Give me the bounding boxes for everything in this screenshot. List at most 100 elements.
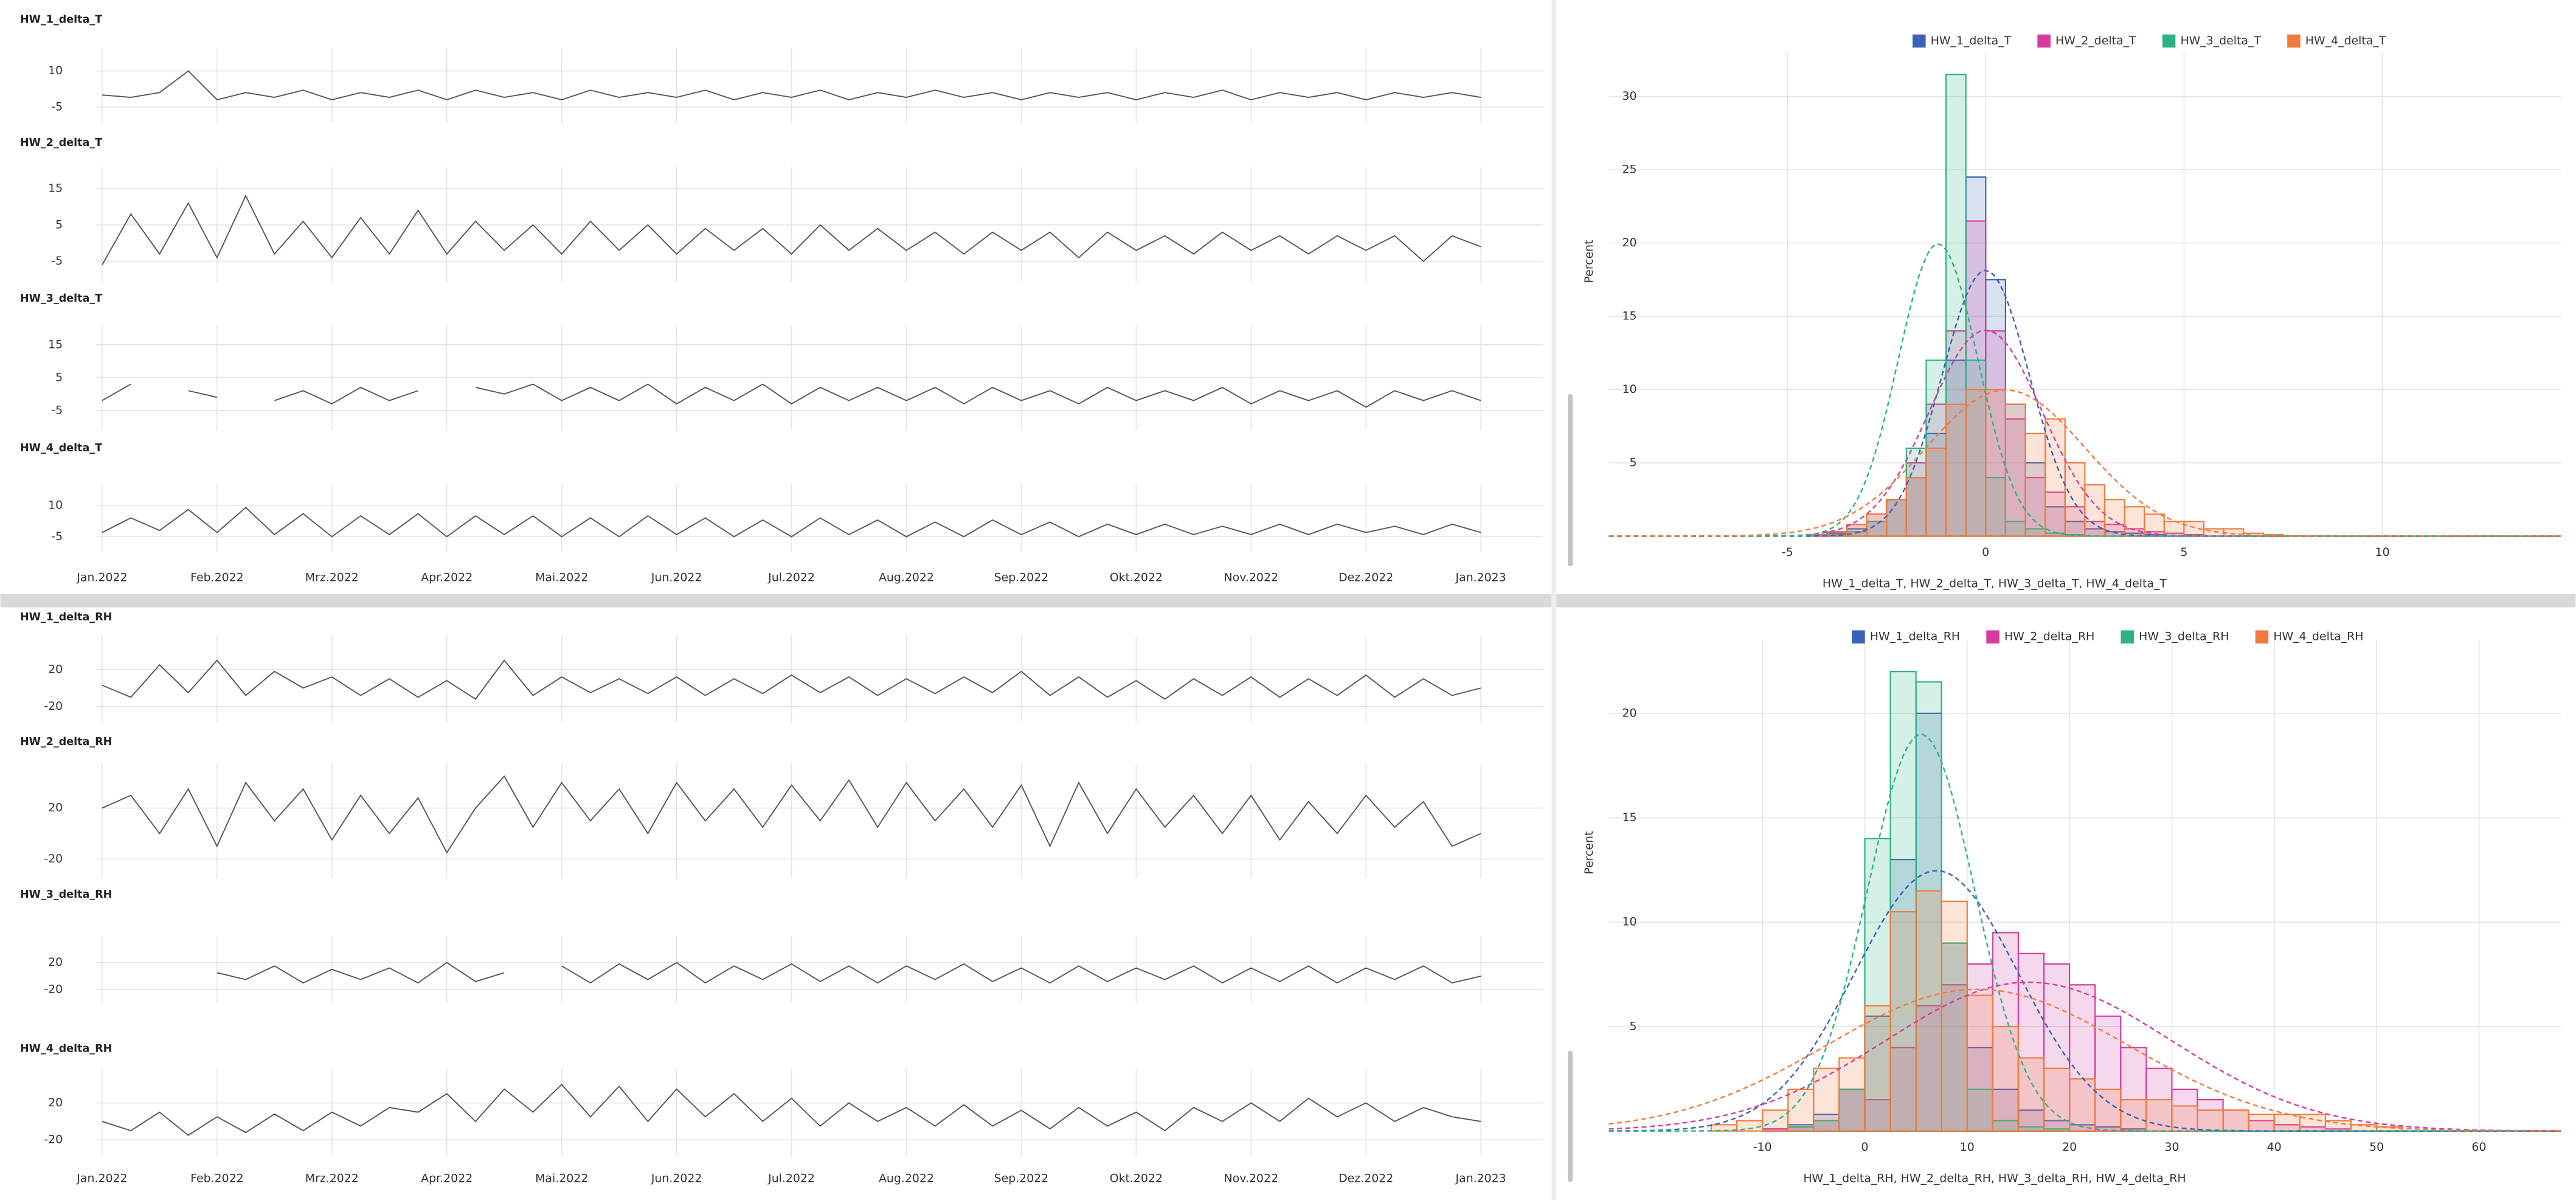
x-tick-label: 10 — [2375, 546, 2390, 559]
histogram-bar — [1864, 1005, 1891, 1132]
x-tick-label: 50 — [2369, 1140, 2384, 1154]
legend-label: HW_4_delta_RH — [2273, 630, 2363, 643]
histogram-bar — [2273, 1114, 2301, 1132]
legend-swatch — [1912, 34, 1926, 48]
scrollbar[interactable] — [1568, 394, 1573, 567]
histogram-bar — [2222, 1109, 2249, 1132]
histogram-bar — [1925, 447, 1947, 537]
histogram-bar — [1941, 900, 1968, 1132]
x-tick-label: 40 — [2267, 1140, 2282, 1154]
x-tick-label: Jul.2022 — [767, 1171, 815, 1185]
x-tick-label: Jun.2022 — [651, 1171, 702, 1185]
fit-curve — [1608, 734, 2561, 1132]
fit-curve — [1608, 988, 2561, 1132]
legend-label: HW_1_delta_T — [1931, 34, 2012, 47]
x-tick-label: Jan.2022 — [76, 1171, 127, 1185]
y-tick-label: 20 — [48, 1096, 63, 1109]
panel-title: HW_3_delta_RH — [20, 889, 112, 901]
y-tick-label: 5 — [55, 218, 63, 231]
panel-title: HW_2_delta_T — [20, 137, 102, 149]
y-tick-label: 25 — [1622, 163, 1637, 176]
histogram-bar — [1889, 910, 1917, 1132]
histogram-bar — [1945, 403, 1967, 537]
y-tick-label: 5 — [1630, 456, 1637, 470]
x-tick-label: Apr.2022 — [421, 571, 473, 584]
x-tick-label: Nov.2022 — [1224, 571, 1278, 584]
histogram-bar — [2004, 403, 2026, 537]
y-tick-label: -5 — [51, 403, 63, 417]
histogram-bar — [2145, 1099, 2173, 1132]
fit-curve — [1608, 981, 2561, 1132]
y-tick-label: 15 — [48, 182, 63, 195]
series-line — [102, 775, 1481, 854]
y-tick-label: 5 — [55, 370, 63, 384]
histogram-bar — [2163, 521, 2185, 537]
y-axis-label: Percent — [1582, 240, 1596, 283]
histogram-bar — [2120, 1099, 2147, 1132]
x-tick-label: Sep.2022 — [994, 1171, 1049, 1185]
x-tick-label: Aug.2022 — [879, 1171, 934, 1185]
histogram-bar — [1826, 531, 1848, 537]
series-line — [102, 70, 1481, 101]
x-tick-label: 0 — [1861, 1140, 1868, 1154]
column-divider — [1551, 0, 1557, 1200]
histogram-bar — [1966, 994, 1993, 1132]
x-tick-label: -5 — [1782, 546, 1793, 559]
x-tick-label: Nov.2022 — [1224, 1171, 1278, 1185]
y-axis-label: Percent — [1582, 831, 1596, 875]
scrollbar[interactable] — [1568, 1050, 1573, 1182]
histogram-bar — [2197, 1109, 2224, 1132]
x-tick-label: 20 — [2062, 1140, 2077, 1154]
histogram-bar — [1945, 74, 1967, 537]
series-line — [102, 194, 1481, 265]
x-tick-label: Jan.2022 — [76, 571, 127, 584]
series-line — [102, 507, 1481, 538]
histogram-bar — [2064, 462, 2086, 537]
fit-curve — [1608, 389, 2561, 537]
histogram-bar — [2350, 1124, 2378, 1132]
x-tick-label: 5 — [2180, 546, 2187, 559]
histogram-bar — [2248, 1114, 2275, 1132]
panel-title: HW_1_delta_T — [20, 13, 102, 26]
legend-swatch — [1986, 630, 2000, 644]
x-tick-label: Mai.2022 — [535, 571, 588, 584]
x-tick-label: Aug.2022 — [879, 571, 934, 584]
series-line — [102, 1083, 1481, 1136]
x-tick-label: Jan.2023 — [1455, 571, 1506, 584]
series-line — [102, 383, 1481, 408]
x-tick-label: Jul.2022 — [767, 571, 815, 584]
row-divider — [0, 594, 2576, 608]
histogram-bar — [2222, 1109, 2249, 1132]
y-tick-label: 15 — [48, 338, 63, 351]
series-line — [102, 659, 1481, 700]
y-tick-label: 20 — [48, 955, 63, 969]
y-tick-label: 20 — [1622, 706, 1637, 720]
panel-title: HW_3_delta_T — [20, 293, 102, 305]
histogram-bar — [2024, 432, 2046, 537]
fit-curve — [1608, 243, 2561, 537]
y-tick-label: -5 — [51, 530, 63, 543]
y-tick-label: -5 — [51, 100, 63, 113]
y-tick-label: 10 — [1622, 383, 1637, 396]
histogram-bar — [2120, 1047, 2147, 1132]
y-tick-label: 15 — [1622, 811, 1637, 824]
x-axis-label: HW_1_delta_RH, HW_2_delta_RH, HW_3_delta… — [1803, 1171, 2186, 1185]
histogram-bar — [2043, 1067, 2071, 1132]
y-tick-label: 15 — [1622, 310, 1637, 323]
legend-swatch — [2162, 34, 2176, 48]
histogram-bar — [1838, 1057, 1866, 1132]
histogram-bar — [1992, 1025, 2020, 1132]
y-tick-label: 30 — [1622, 89, 1637, 103]
x-tick-label: Mai.2022 — [535, 1171, 588, 1185]
y-tick-label: -20 — [44, 699, 63, 713]
x-tick-label: Dez.2022 — [1338, 1171, 1393, 1185]
histogram-bar — [1925, 403, 1947, 537]
x-tick-label: 10 — [1960, 1140, 1975, 1154]
legend-swatch — [1852, 630, 1865, 644]
panel-title: HW_4_delta_RH — [20, 1043, 112, 1055]
y-tick-label: 5 — [1630, 1019, 1637, 1033]
x-tick-label: Okt.2022 — [1110, 571, 1163, 584]
histogram-bar — [2069, 1078, 2096, 1132]
legend-label: HW_2_delta_T — [2055, 34, 2136, 47]
